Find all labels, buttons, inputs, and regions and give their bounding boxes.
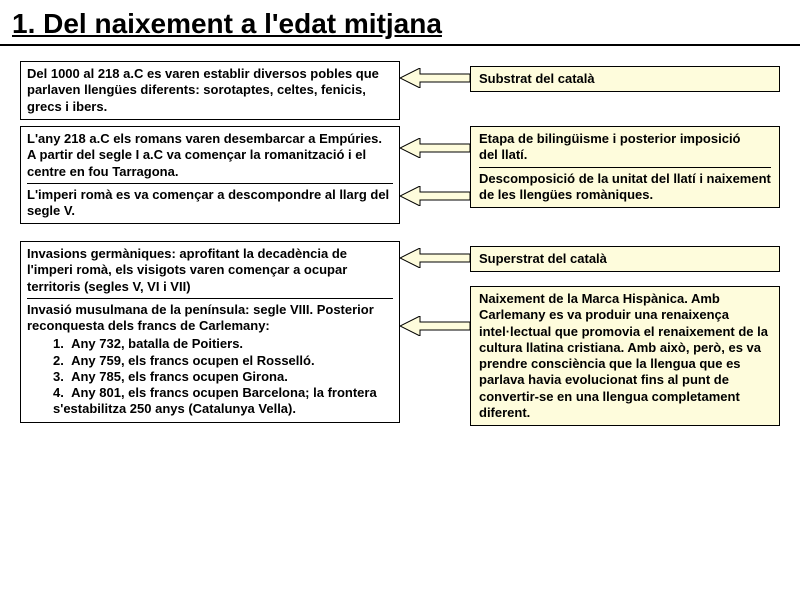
list-item: 2. Any 759, els francs ocupen el Rossell… bbox=[51, 353, 393, 369]
arrow-2 bbox=[400, 138, 470, 158]
left-box-2: L'any 218 a.C els romans varen desembarc… bbox=[20, 126, 400, 224]
right-box-1: Substrat del català bbox=[470, 66, 780, 92]
left-box-3b: Invasió musulmana de la península: segle… bbox=[27, 302, 393, 335]
left-box-3a: Invasions germàniques: aprofitant la dec… bbox=[27, 246, 393, 299]
list-item: 4. Any 801, els francs ocupen Barcelona;… bbox=[51, 385, 393, 418]
content-area: Del 1000 al 218 a.C es varen establir di… bbox=[0, 46, 800, 596]
arrow-2b bbox=[400, 186, 470, 206]
ordered-list: 1. Any 732, batalla de Poitiers. 2. Any … bbox=[51, 336, 393, 417]
list-item: 1. Any 732, batalla de Poitiers. bbox=[51, 336, 393, 352]
arrow-1 bbox=[400, 68, 470, 88]
arrow-4 bbox=[400, 316, 470, 336]
right-box-4: Naixement de la Marca Hispànica. Amb Car… bbox=[470, 286, 780, 426]
right-box-2a: Etapa de bilingüisme i posterior imposic… bbox=[479, 131, 771, 168]
right-box-2: Etapa de bilingüisme i posterior imposic… bbox=[470, 126, 780, 208]
right-box-2b: Descomposició de la unitat del llatí i n… bbox=[479, 171, 771, 204]
page-title: 1. Del naixement a l'edat mitjana bbox=[0, 0, 800, 46]
arrow-3 bbox=[400, 248, 470, 268]
left-box-1: Del 1000 al 218 a.C es varen establir di… bbox=[20, 61, 400, 120]
left-box-3: Invasions germàniques: aprofitant la dec… bbox=[20, 241, 400, 423]
left-box-2a: L'any 218 a.C els romans varen desembarc… bbox=[27, 131, 393, 184]
left-box-2b: L'imperi romà es va començar a descompon… bbox=[27, 187, 393, 220]
list-item: 3. Any 785, els francs ocupen Girona. bbox=[51, 369, 393, 385]
right-box-3: Superstrat del català bbox=[470, 246, 780, 272]
